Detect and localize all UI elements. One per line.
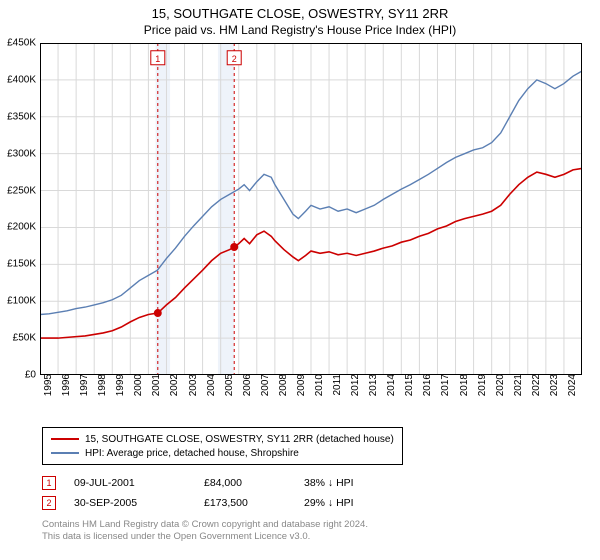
x-axis-label: 2012	[350, 374, 361, 408]
x-axis-label: 2008	[278, 374, 289, 408]
legend-swatch	[51, 438, 79, 440]
legend-label: 15, SOUTHGATE CLOSE, OSWESTRY, SY11 2RR …	[85, 434, 394, 445]
y-axis-label: £450K	[2, 38, 36, 49]
chart-title: 15, SOUTHGATE CLOSE, OSWESTRY, SY11 2RR	[0, 0, 600, 21]
x-axis-label: 2020	[495, 374, 506, 408]
chart-subtitle: Price paid vs. HM Land Registry's House …	[0, 21, 600, 43]
x-axis-label: 2019	[477, 374, 488, 408]
x-axis-label: 2002	[169, 374, 180, 408]
transaction-diff: 29% ↓ HPI	[304, 497, 394, 509]
price-chart-container: { "title": "15, SOUTHGATE CLOSE, OSWESTR…	[0, 0, 600, 560]
legend-row: HPI: Average price, detached house, Shro…	[51, 446, 394, 460]
x-axis-label: 2018	[459, 374, 470, 408]
y-axis-label: £300K	[2, 148, 36, 159]
chart-area: 12 £0£50K£100K£150K£200K£250K£300K£350K£…	[40, 43, 600, 383]
transaction-date: 30-SEP-2005	[74, 497, 204, 509]
transaction-table: 1 09-JUL-2001£84,00038% ↓ HPI 2 30-SEP-2005…	[42, 473, 600, 513]
x-axis-label: 2014	[386, 374, 397, 408]
y-axis-label: £100K	[2, 296, 36, 307]
legend-swatch	[51, 452, 79, 454]
x-axis-label: 2000	[133, 374, 144, 408]
legend-label: HPI: Average price, detached house, Shro…	[85, 448, 299, 459]
y-axis-label: £350K	[2, 111, 36, 122]
x-axis-label: 2013	[368, 374, 379, 408]
svg-text:1: 1	[155, 54, 160, 64]
transaction-price: £173,500	[204, 497, 304, 509]
x-axis-label: 2007	[260, 374, 271, 408]
x-axis-label: 2010	[314, 374, 325, 408]
x-axis-label: 2011	[332, 374, 343, 408]
x-axis-label: 1998	[97, 374, 108, 408]
x-axis-label: 2015	[404, 374, 415, 408]
x-axis-label: 1995	[43, 374, 54, 408]
x-axis-label: 1997	[79, 374, 90, 408]
line-chart: 12	[40, 43, 582, 375]
transaction-diff: 38% ↓ HPI	[304, 477, 394, 489]
legend-row: 15, SOUTHGATE CLOSE, OSWESTRY, SY11 2RR …	[51, 432, 394, 446]
y-axis-label: £400K	[2, 74, 36, 85]
x-axis-label: 2022	[531, 374, 542, 408]
footer-attribution: Contains HM Land Registry data © Crown c…	[42, 519, 600, 544]
x-axis-label: 2006	[242, 374, 253, 408]
transaction-marker: 1	[42, 476, 56, 490]
x-axis-label: 2017	[440, 374, 451, 408]
transaction-marker: 2	[42, 496, 56, 510]
x-axis-label: 2023	[549, 374, 560, 408]
x-axis-label: 1999	[115, 374, 126, 408]
x-axis-label: 2004	[206, 374, 217, 408]
x-axis-label: 2021	[513, 374, 524, 408]
svg-text:2: 2	[232, 54, 237, 64]
transaction-row: 1 09-JUL-2001£84,00038% ↓ HPI	[42, 473, 600, 493]
x-axis-label: 2001	[151, 374, 162, 408]
y-axis-label: £0	[2, 370, 36, 381]
transaction-date: 09-JUL-2001	[74, 477, 204, 489]
x-axis-label: 2005	[224, 374, 235, 408]
x-axis-label: 2003	[188, 374, 199, 408]
y-axis-label: £200K	[2, 222, 36, 233]
legend-box: 15, SOUTHGATE CLOSE, OSWESTRY, SY11 2RR …	[42, 427, 403, 465]
transaction-price: £84,000	[204, 477, 304, 489]
footer-line-2: This data is licensed under the Open Gov…	[42, 531, 600, 543]
transaction-row: 2 30-SEP-2005£173,50029% ↓ HPI	[42, 493, 600, 513]
x-axis-label: 2009	[296, 374, 307, 408]
y-axis-label: £250K	[2, 185, 36, 196]
footer-line-1: Contains HM Land Registry data © Crown c…	[42, 519, 600, 531]
y-axis-label: £50K	[2, 333, 36, 344]
y-axis-label: £150K	[2, 259, 36, 270]
x-axis-label: 1996	[61, 374, 72, 408]
x-axis-label: 2016	[422, 374, 433, 408]
x-axis-label: 2024	[567, 374, 578, 408]
